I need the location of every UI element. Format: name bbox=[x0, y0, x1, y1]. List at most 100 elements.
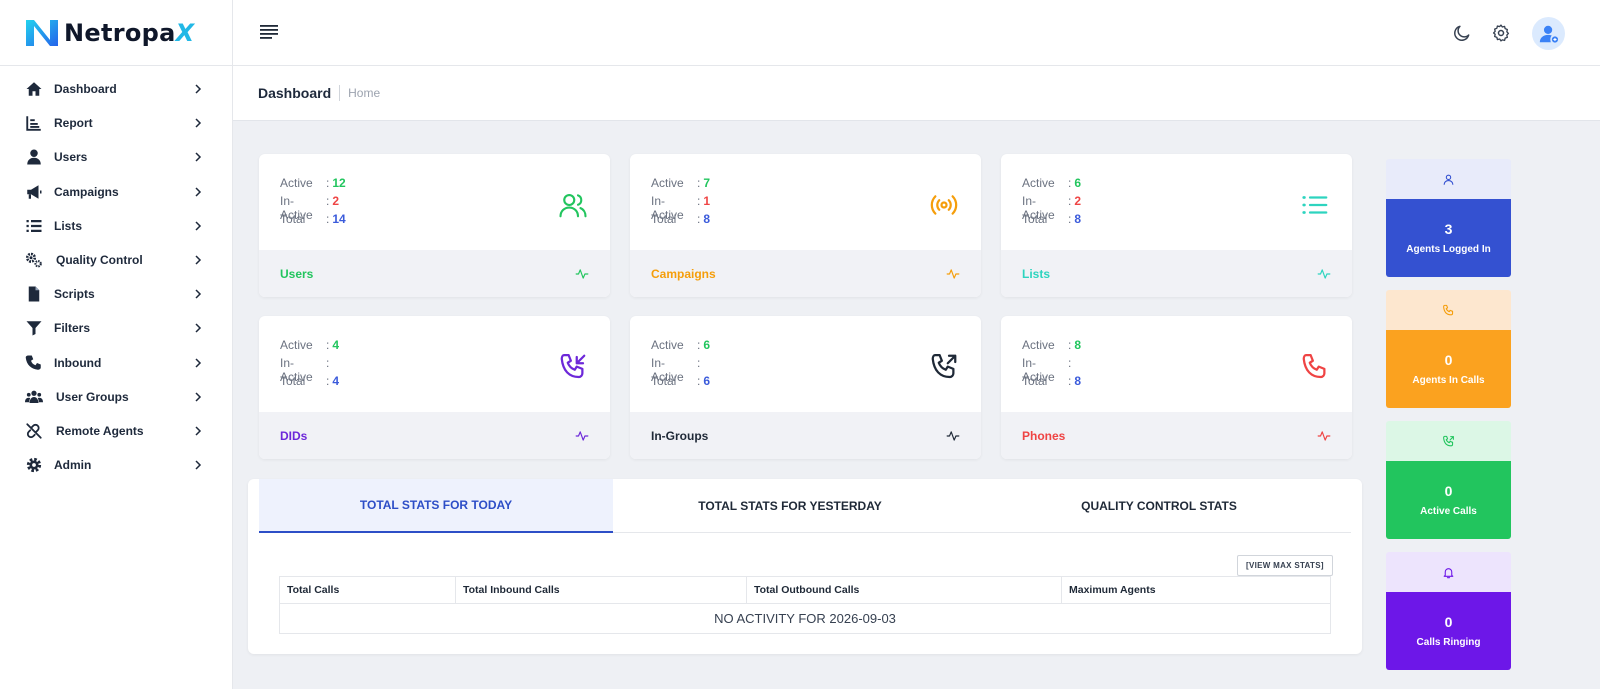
stat-separator: : bbox=[1068, 338, 1072, 352]
sidebar-item-inbound[interactable]: Inbound bbox=[0, 346, 232, 380]
stat-separator: : bbox=[697, 338, 701, 352]
activity-icon bbox=[575, 430, 589, 441]
inactive-label: In-Active bbox=[651, 194, 684, 222]
active-count: 4 bbox=[332, 338, 340, 352]
menu-toggle-icon[interactable] bbox=[260, 24, 278, 40]
chevron-right-icon bbox=[195, 289, 202, 299]
home-icon bbox=[24, 79, 44, 99]
tab-yesterday-stats[interactable]: TOTAL STATS FOR YESTERDAY bbox=[698, 499, 882, 513]
bell-icon bbox=[1443, 567, 1454, 578]
total-count: 8 bbox=[1074, 212, 1082, 226]
stat-separator: : bbox=[1068, 212, 1072, 226]
card-footer[interactable]: Campaigns bbox=[630, 250, 981, 297]
user-avatar-icon bbox=[1539, 25, 1559, 44]
tile-active-calls[interactable]: 0 Active Calls bbox=[1386, 421, 1511, 539]
sidebar-item-report[interactable]: Report bbox=[0, 106, 232, 140]
total-count: 8 bbox=[1074, 374, 1082, 388]
stats-panel: TOTAL STATS FOR TODAY TOTAL STATS FOR YE… bbox=[248, 479, 1362, 654]
view-max-stats-button[interactable]: [VIEW MAX STATS] bbox=[1237, 555, 1333, 576]
card-footer[interactable]: In-Groups bbox=[630, 412, 981, 459]
total-label: Total bbox=[1022, 374, 1048, 388]
empty-state-message: NO ACTIVITY FOR 2026-09-03 bbox=[279, 603, 1331, 634]
stat-separator: : bbox=[697, 212, 701, 226]
sidebar-item-quality-control[interactable]: Quality Control bbox=[0, 243, 232, 277]
active-count: 12 bbox=[332, 176, 346, 190]
tab-quality-control-stats[interactable]: QUALITY CONTROL STATS bbox=[1081, 499, 1237, 513]
sidebar: NetropaX Dashboard Report Users Campaign… bbox=[0, 0, 233, 689]
file-icon bbox=[24, 284, 44, 304]
active-label: Active bbox=[1022, 176, 1055, 190]
sidebar-item-label: Lists bbox=[54, 218, 83, 233]
sidebar-item-user-groups[interactable]: User Groups bbox=[0, 380, 232, 414]
tile-body: 0 Calls Ringing bbox=[1386, 592, 1511, 670]
tile-calls-ringing[interactable]: 0 Calls Ringing bbox=[1386, 552, 1511, 670]
tile-label: Calls Ringing bbox=[1416, 637, 1481, 648]
phone-icon bbox=[24, 353, 44, 373]
tile-agents-in-calls[interactable]: 0 Agents In Calls bbox=[1386, 290, 1511, 408]
sidebar-item-admin[interactable]: Admin bbox=[0, 448, 232, 482]
settings-gear-icon[interactable] bbox=[1491, 23, 1511, 43]
stats-tabs: TOTAL STATS FOR TODAY TOTAL STATS FOR YE… bbox=[259, 479, 1351, 533]
stat-separator: : bbox=[326, 356, 330, 370]
tile-body: 0 Agents In Calls bbox=[1386, 330, 1511, 408]
card-footer[interactable]: Phones bbox=[1001, 412, 1352, 459]
tile-label: Active Calls bbox=[1420, 506, 1477, 517]
card-footer[interactable]: DIDs bbox=[259, 412, 610, 459]
brand-name: NetropaX bbox=[64, 18, 195, 47]
user-avatar[interactable] bbox=[1532, 17, 1565, 50]
users-group-icon bbox=[24, 387, 44, 407]
column-header: Total Outbound Calls bbox=[746, 576, 1062, 604]
column-header: Total Calls bbox=[279, 576, 456, 604]
card-title: Phones bbox=[1022, 428, 1066, 443]
activity-icon bbox=[946, 268, 960, 279]
sidebar-item-campaigns[interactable]: Campaigns bbox=[0, 175, 232, 209]
stat-card-in-groups: Active:6 In-Active: Total:6 In-Groups bbox=[630, 316, 981, 459]
sidebar-item-users[interactable]: Users bbox=[0, 140, 232, 174]
chevron-right-icon bbox=[195, 221, 202, 231]
breadcrumb-home-link[interactable]: Home bbox=[348, 86, 381, 100]
logo-mark-icon bbox=[26, 19, 58, 46]
sidebar-item-scripts[interactable]: Scripts bbox=[0, 277, 232, 311]
chevron-right-icon bbox=[195, 426, 202, 436]
tile-value: 0 bbox=[1444, 614, 1453, 630]
stats-table: Total Calls Total Inbound Calls Total Ou… bbox=[279, 576, 1331, 634]
activity-icon bbox=[1317, 268, 1331, 279]
stat-separator: : bbox=[1068, 176, 1072, 190]
chevron-right-icon bbox=[195, 84, 202, 94]
sidebar-item-remote-agents[interactable]: Remote Agents bbox=[0, 414, 232, 448]
stat-separator: : bbox=[697, 176, 701, 190]
chevron-right-icon bbox=[195, 152, 202, 162]
card-footer[interactable]: Lists bbox=[1001, 250, 1352, 297]
active-label: Active bbox=[651, 176, 684, 190]
stat-separator: : bbox=[326, 212, 330, 226]
brand-logo[interactable]: NetropaX bbox=[0, 0, 232, 66]
phone-icon bbox=[1302, 354, 1326, 379]
sidebar-item-label: Report bbox=[54, 116, 93, 131]
sidebar-item-label: Admin bbox=[54, 458, 92, 473]
activity-icon bbox=[1317, 430, 1331, 441]
total-count: 8 bbox=[703, 212, 711, 226]
inactive-label: In-Active bbox=[280, 194, 313, 222]
card-footer[interactable]: Users bbox=[259, 250, 610, 297]
activity-icon bbox=[946, 430, 960, 441]
sidebar-item-filters[interactable]: Filters bbox=[0, 311, 232, 345]
unlink-icon bbox=[24, 421, 44, 441]
filter-icon bbox=[24, 318, 44, 338]
inactive-label: In-Active bbox=[280, 356, 313, 384]
dark-mode-moon-icon[interactable] bbox=[1452, 23, 1472, 43]
stat-separator: : bbox=[697, 356, 701, 370]
tab-today-stats[interactable]: TOTAL STATS FOR TODAY bbox=[259, 479, 613, 533]
tile-label: Agents In Calls bbox=[1412, 375, 1485, 386]
list-icon bbox=[24, 216, 44, 236]
gears-icon bbox=[24, 250, 44, 270]
sidebar-item-dashboard[interactable]: Dashboard bbox=[0, 72, 232, 106]
total-count: 6 bbox=[703, 374, 711, 388]
stat-separator: : bbox=[326, 194, 330, 208]
card-title: DIDs bbox=[280, 428, 308, 443]
tile-agents-logged-in[interactable]: 3 Agents Logged In bbox=[1386, 159, 1511, 277]
stat-card-dids: Active:4 In-Active: Total:4 DIDs bbox=[259, 316, 610, 459]
chevron-right-icon bbox=[195, 323, 202, 333]
stat-card-lists: Active:6 In-Active:2 Total:8 Lists bbox=[1001, 154, 1352, 297]
inactive-label: In-Active bbox=[651, 356, 684, 384]
sidebar-item-lists[interactable]: Lists bbox=[0, 209, 232, 243]
